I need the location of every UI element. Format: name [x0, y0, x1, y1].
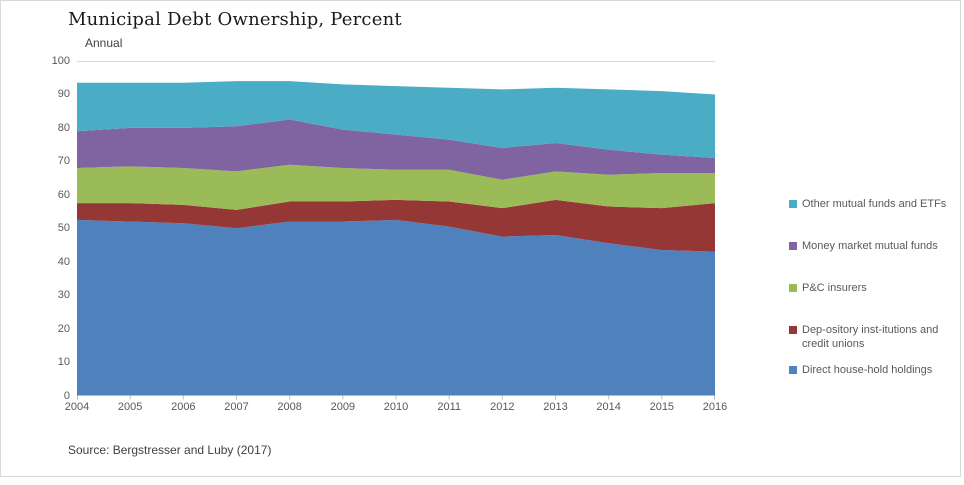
legend-swatch: [789, 326, 797, 334]
legend-swatch: [789, 366, 797, 374]
x-axis-label-2015: 2015: [649, 401, 675, 413]
area-series-direct-house-hold-holdings: [77, 219, 715, 396]
x-axis-label-2007: 2007: [224, 401, 249, 413]
x-axis-label-2006: 2006: [171, 401, 196, 413]
x-axis-label-2016: 2016: [702, 401, 728, 413]
x-axis-label-2005: 2005: [117, 401, 143, 413]
legend-swatch: [789, 284, 797, 292]
x-axis-label-2014: 2014: [596, 401, 621, 413]
y-axis-label-20: 20: [57, 322, 70, 335]
legend-item: Other mutual funds and ETFs: [789, 197, 964, 211]
area-series-other-mutual-funds-and-etfs: [77, 81, 715, 159]
legend-label: Money market mutual funds: [802, 240, 938, 252]
legend-item: Money market mutual funds: [789, 239, 964, 253]
y-axis-label-50: 50: [57, 222, 70, 235]
x-axis-label-2008: 2008: [277, 401, 302, 413]
x-axis-label-2011: 2011: [437, 401, 461, 413]
y-axis-label-90: 90: [57, 88, 70, 101]
stacked-area-chart: [77, 61, 715, 400]
legend-label: P&C insurers: [802, 282, 867, 294]
area-series-money-market-mutual-funds: [77, 119, 715, 180]
legend-item: P&C insurers: [789, 281, 964, 295]
y-axis-label-40: 40: [57, 255, 70, 268]
legend-item: Dep-ository inst-itutions and credit uni…: [789, 323, 964, 351]
legend-swatch: [789, 242, 797, 250]
area-series-dep-ository-inst-itutions-and-credit-unions: [77, 199, 715, 252]
legend-swatch: [789, 200, 797, 208]
y-axis-label-70: 70: [57, 155, 70, 168]
legend-label: Dep-ository inst-itutions and credit uni…: [802, 324, 939, 350]
legend-label: Other mutual funds and ETFs: [802, 198, 947, 210]
y-axis-label-10: 10: [57, 356, 70, 369]
legend: Other mutual funds and ETFs Money market …: [789, 197, 964, 405]
y-axis-label-100: 100: [51, 55, 70, 67]
legend-item: Direct house-hold holdings: [789, 363, 964, 377]
x-axis-label-2010: 2010: [383, 401, 409, 413]
y-axis-label-0: 0: [63, 389, 70, 402]
chart-subtitle: Annual: [85, 36, 123, 50]
y-axis-label-80: 80: [57, 121, 70, 134]
legend-label: Direct house-hold holdings: [802, 364, 933, 376]
source-note: Source: Bergstresser and Luby (2017): [68, 443, 272, 457]
chart-title: Municipal Debt Ownership, Percent: [68, 9, 402, 30]
y-axis-label-60: 60: [57, 188, 70, 201]
area-series-p-c-insurers: [77, 164, 715, 210]
x-axis-label-2012: 2012: [490, 401, 515, 413]
x-axis-label-2004: 2004: [64, 401, 90, 413]
x-axis-label-2013: 2013: [543, 401, 568, 413]
y-axis-label-30: 30: [57, 289, 70, 302]
x-axis-label-2009: 2009: [330, 401, 356, 413]
